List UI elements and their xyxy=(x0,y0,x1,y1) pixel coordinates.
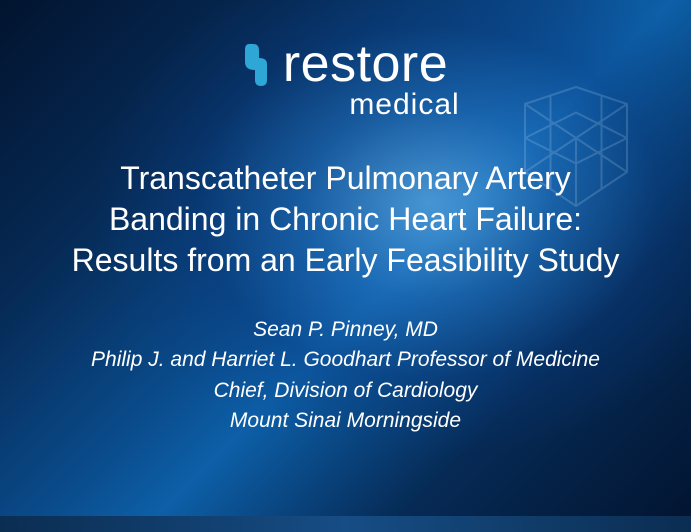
title-line-2: Banding in Chronic Heart Failure: xyxy=(72,199,620,240)
authors: Sean P. Pinney, MD Philip J. and Harriet… xyxy=(91,315,600,437)
logo-mark-icon xyxy=(243,40,277,88)
logo: restore medical xyxy=(231,38,459,122)
logo-row: restore xyxy=(243,38,448,90)
logo-wordmark: restore xyxy=(283,38,448,90)
author-affiliation: Mount Sinai Morningside xyxy=(91,406,600,436)
title-line-1: Transcatheter Pulmonary Artery xyxy=(72,158,620,199)
author-role: Chief, Division of Cardiology xyxy=(91,376,600,406)
title-line-3: Results from an Early Feasibility Study xyxy=(72,240,620,281)
author-name: Sean P. Pinney, MD xyxy=(91,315,600,345)
title-slide: restore medical Transcatheter Pulmonary … xyxy=(0,0,691,532)
bottom-band xyxy=(0,516,691,532)
slide-title: Transcatheter Pulmonary Artery Banding i… xyxy=(66,158,626,281)
author-title: Philip J. and Harriet L. Goodhart Profes… xyxy=(91,345,600,375)
logo-subtext: medical xyxy=(349,88,459,122)
